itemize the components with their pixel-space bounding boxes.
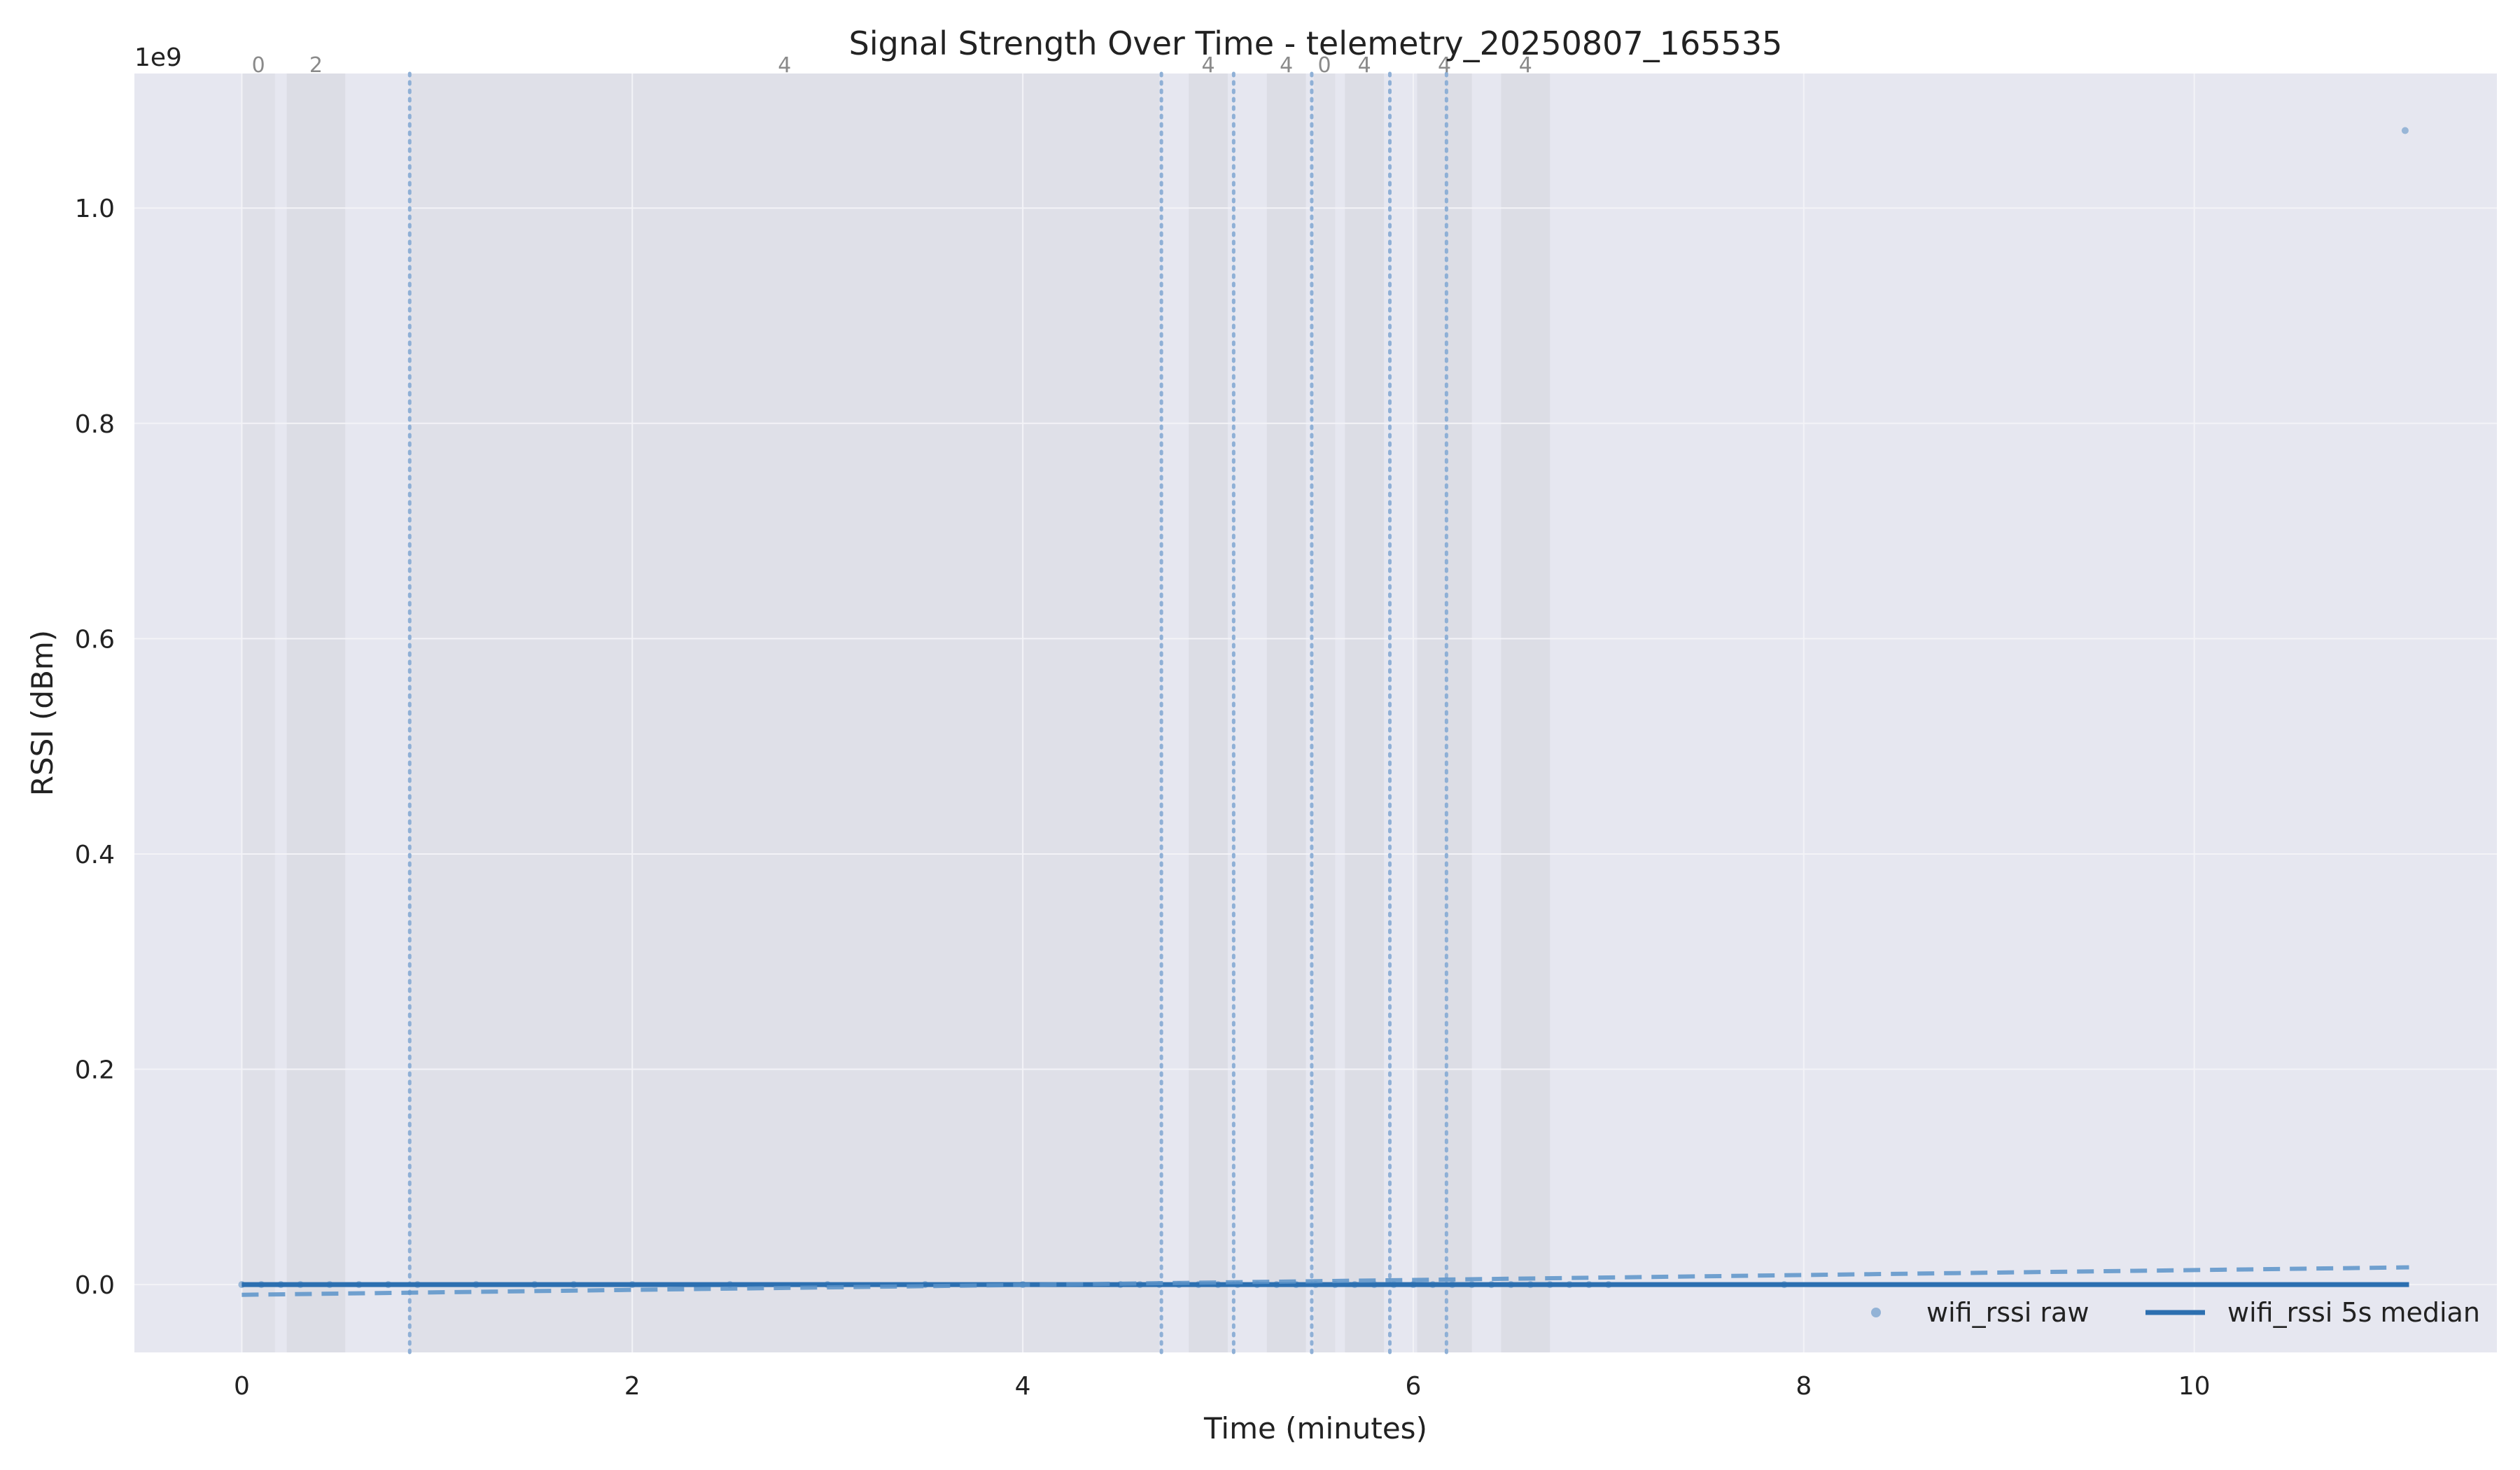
shaded-band xyxy=(1501,74,1550,1352)
x-tick-label: 4 xyxy=(1015,1372,1031,1401)
series-layer xyxy=(238,127,2409,1297)
shaded-band xyxy=(241,74,275,1352)
y-tick-label: 0.6 xyxy=(75,625,115,654)
shaded-band xyxy=(1417,74,1472,1352)
x-tick-label: 6 xyxy=(1406,1372,1422,1401)
y-tick-label: 1.0 xyxy=(75,195,115,223)
y-tick-label: 0.4 xyxy=(75,841,115,869)
band-label: 4 xyxy=(1438,53,1451,78)
tick-label-layer: 0 2 4 6 8 10 0.0 0.2 0.4 0.6 0.8 1.0 xyxy=(75,195,2211,1401)
shaded-band xyxy=(286,74,346,1352)
shaded-band xyxy=(1266,74,1306,1352)
band-label: 0 xyxy=(1318,53,1331,78)
band-label: 4 xyxy=(1202,53,1215,78)
legend-raw-label: wifi_rssi raw xyxy=(1926,1297,2089,1328)
legend-raw-marker xyxy=(1871,1308,1881,1317)
y-axis-label: RSSI (dBm) xyxy=(25,630,59,796)
x-axis-label: Time (minutes) xyxy=(1203,1411,1427,1446)
x-tick-label: 8 xyxy=(1795,1372,1812,1401)
raw-data-point xyxy=(2401,127,2409,134)
shaded-band xyxy=(1313,74,1336,1352)
shaded-band-layer xyxy=(241,74,1550,1352)
band-label: 0 xyxy=(252,53,265,78)
band-label: 4 xyxy=(778,53,791,78)
x-tick-label: 0 xyxy=(234,1372,250,1401)
band-label: 4 xyxy=(1358,53,1371,78)
x-tick-label: 10 xyxy=(2178,1372,2211,1401)
band-label: 4 xyxy=(1519,53,1532,78)
legend: wifi_rssi raw wifi_rssi 5s median xyxy=(1871,1297,2480,1328)
band-label: 2 xyxy=(309,53,323,78)
y-axis-offset-label: 1e9 xyxy=(134,43,182,72)
shaded-band xyxy=(410,74,1160,1352)
x-tick-label: 2 xyxy=(624,1372,640,1401)
chart-title: Signal Strength Over Time - telemetry_20… xyxy=(849,24,1783,62)
shaded-band xyxy=(1189,74,1228,1352)
shaded-band xyxy=(1345,74,1385,1352)
trend-line xyxy=(241,1265,2409,1297)
band-label: 4 xyxy=(1280,53,1293,78)
y-tick-label: 0.8 xyxy=(75,410,115,439)
y-tick-label: 0.2 xyxy=(75,1056,115,1085)
y-tick-label: 0.0 xyxy=(75,1271,115,1300)
vertical-marker-layer xyxy=(407,71,1448,1354)
legend-median-label: wifi_rssi 5s median xyxy=(2227,1297,2480,1328)
